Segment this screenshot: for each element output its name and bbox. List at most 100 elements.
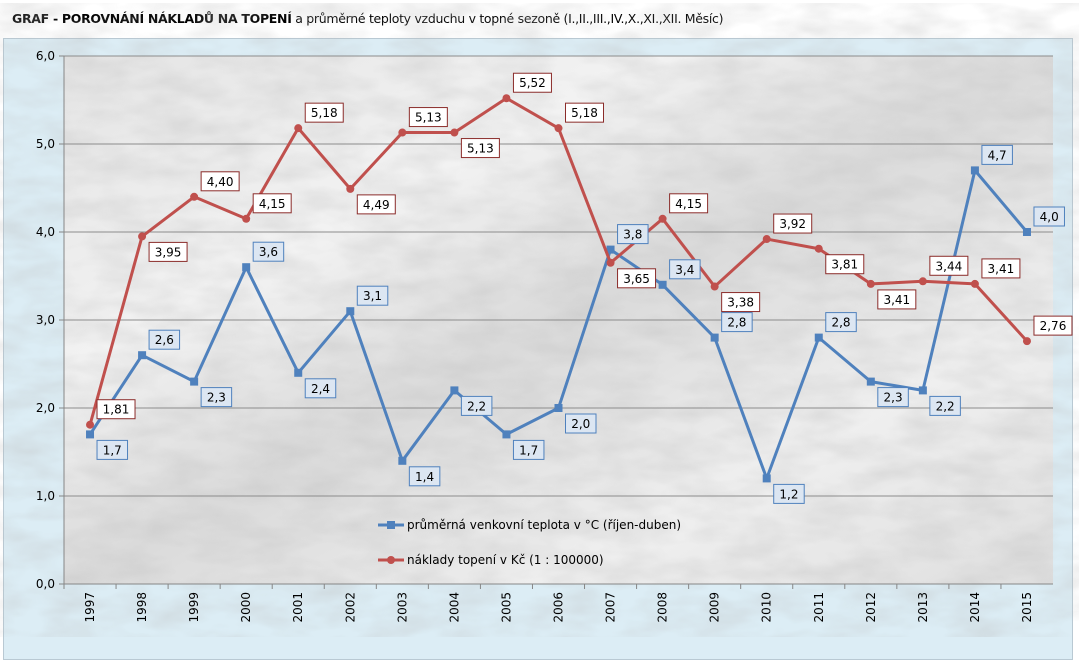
data-point-temperature xyxy=(346,307,355,316)
data-point-temperature xyxy=(814,333,823,342)
chart-title-rest: a průměrné teploty vzduchu v topné sezon… xyxy=(291,11,724,26)
data-point-cost xyxy=(710,282,719,291)
data-point-temperature xyxy=(242,263,251,272)
data-label: 3,6 xyxy=(259,245,278,259)
data-label: 5,13 xyxy=(415,111,442,125)
data-label-box xyxy=(721,312,753,333)
data-label-box xyxy=(721,292,761,313)
data-label-box xyxy=(356,194,396,215)
data-label: 2,2 xyxy=(936,399,955,413)
data-label-box xyxy=(929,395,961,416)
data-label: 1,7 xyxy=(103,443,122,457)
data-point-cost xyxy=(554,124,563,133)
x-tick-label: 2015 xyxy=(1020,592,1034,623)
data-label-box xyxy=(460,138,500,159)
data-point-cost xyxy=(1022,337,1031,346)
data-label-box xyxy=(252,241,285,262)
y-tick-label: 6,0 xyxy=(36,49,55,63)
data-label: 5,18 xyxy=(311,106,338,120)
data-label-box xyxy=(929,255,969,276)
data-label-box xyxy=(877,289,917,310)
x-tick-label: 2006 xyxy=(552,592,566,623)
x-tick-label: 2004 xyxy=(447,592,461,623)
data-point-temperature xyxy=(762,474,771,483)
data-label: 1,2 xyxy=(779,487,798,501)
data-point-cost xyxy=(970,279,979,288)
data-point-cost xyxy=(138,232,147,241)
data-label-box xyxy=(1033,206,1065,227)
x-tick-label: 2011 xyxy=(812,592,826,623)
legend-marker-circle xyxy=(387,556,395,564)
chart-title: GRAF - POROVNÁNÍ NÁKLADŮ NA TOPENÍ a prů… xyxy=(12,11,724,26)
data-label: 3,38 xyxy=(727,296,754,310)
data-label: 3,65 xyxy=(623,272,650,286)
x-tick-label: 2005 xyxy=(499,592,513,623)
data-label-box xyxy=(304,378,337,399)
data-label: 1,81 xyxy=(103,403,130,417)
data-point-cost xyxy=(190,192,199,201)
data-label: 2,3 xyxy=(207,391,226,405)
x-tick-label: 1997 xyxy=(83,592,97,623)
data-point-temperature xyxy=(710,333,719,342)
data-label-box xyxy=(148,329,181,350)
y-tick-label: 0,0 xyxy=(36,577,55,591)
data-point-temperature xyxy=(190,377,199,386)
data-label-box xyxy=(825,254,865,275)
data-point-temperature xyxy=(970,166,979,175)
data-point-cost xyxy=(450,128,459,137)
y-tick-label: 1,0 xyxy=(36,489,55,503)
data-point-cost xyxy=(762,235,771,244)
data-point-temperature xyxy=(606,245,615,254)
data-label-box xyxy=(96,439,129,460)
data-label-box xyxy=(200,387,233,408)
data-label: 2,0 xyxy=(571,417,590,431)
legend-label: průměrná venkovní teplota v °C (říjen-du… xyxy=(407,518,681,532)
x-tick-label: 1999 xyxy=(187,592,201,623)
data-label-box xyxy=(617,224,649,245)
data-label: 2,3 xyxy=(884,391,903,405)
data-point-cost xyxy=(86,420,95,429)
data-label: 3,81 xyxy=(831,258,858,272)
data-label-box xyxy=(148,241,188,262)
y-tick-label: 5,0 xyxy=(36,137,55,151)
data-label-box xyxy=(96,399,136,420)
data-label-box xyxy=(773,213,813,234)
data-label-box xyxy=(512,439,545,460)
data-label: 2,6 xyxy=(155,333,174,347)
x-tick-label: 2000 xyxy=(239,592,253,623)
data-point-cost xyxy=(814,244,823,253)
data-label-box xyxy=(565,413,597,434)
data-label: 5,18 xyxy=(571,106,598,120)
data-label: 4,15 xyxy=(259,197,286,211)
data-label: 2,8 xyxy=(831,316,850,330)
data-point-cost xyxy=(242,214,251,223)
x-tick-label: 2013 xyxy=(916,592,930,623)
y-tick-label: 2,0 xyxy=(36,401,55,415)
data-point-temperature xyxy=(502,430,511,439)
data-label-box xyxy=(304,102,344,123)
data-point-cost xyxy=(866,279,875,288)
data-label-box xyxy=(669,193,709,214)
data-label: 1,4 xyxy=(415,470,434,484)
data-label: 2,76 xyxy=(1040,319,1067,333)
data-label-box xyxy=(200,171,240,192)
x-tick-label: 2009 xyxy=(708,592,722,623)
data-label: 3,92 xyxy=(779,217,806,231)
data-point-temperature xyxy=(294,368,303,377)
data-label: 3,95 xyxy=(155,245,182,259)
data-point-cost xyxy=(294,124,303,133)
data-label: 1,7 xyxy=(519,443,538,457)
data-label: 3,41 xyxy=(883,293,910,307)
data-label-box xyxy=(773,483,805,504)
data-point-temperature xyxy=(918,386,927,395)
data-label: 5,13 xyxy=(467,142,494,156)
data-label-box xyxy=(877,387,909,408)
data-label: 4,7 xyxy=(988,148,1007,162)
data-label-box xyxy=(460,395,493,416)
data-label: 4,49 xyxy=(363,198,390,212)
x-tick-label: 2008 xyxy=(656,592,670,623)
chart-title-bold: GRAF - POROVNÁNÍ NÁKLADŮ NA TOPENÍ xyxy=(12,11,292,26)
x-tick-label: 2002 xyxy=(343,592,357,623)
data-label: 3,1 xyxy=(363,289,382,303)
